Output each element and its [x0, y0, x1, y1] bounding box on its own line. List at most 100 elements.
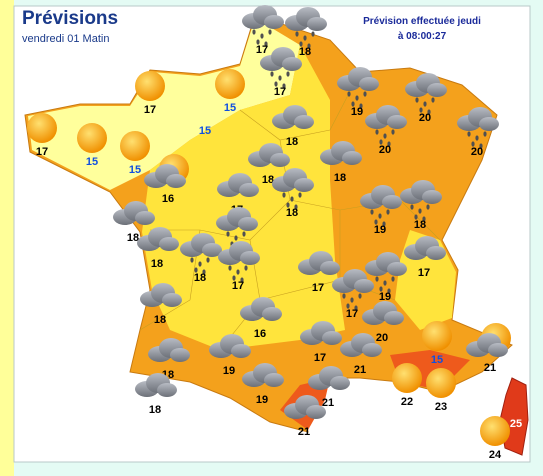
cloud-part [238, 217, 258, 231]
rain-drop [414, 214, 418, 220]
rain-drop [198, 261, 202, 267]
rain-drop [311, 31, 315, 37]
rain-drop [359, 103, 363, 109]
rain-drop [342, 293, 346, 299]
rain-drop [383, 280, 387, 286]
rain-drop [479, 143, 483, 149]
rain-drop [295, 31, 299, 37]
rain-drop [236, 269, 240, 275]
cloud-icon [180, 233, 222, 257]
cloud-part [231, 344, 251, 358]
title: Prévisions [22, 8, 118, 29]
cloud-icon [298, 251, 340, 275]
cloud-part [166, 174, 186, 188]
rain-drop [410, 204, 414, 210]
cloud-part [282, 57, 302, 71]
rain-drop [374, 219, 378, 225]
cloud-icon [272, 105, 314, 129]
temperature: 20 [471, 146, 483, 158]
cloud-part [387, 262, 407, 276]
rain-drop [286, 71, 290, 77]
sun-icon [422, 321, 452, 351]
cloud-icon [405, 73, 447, 97]
temperature: 17 [314, 352, 326, 364]
temperature: 21 [484, 362, 496, 374]
cloud-icon [320, 141, 362, 165]
rain-drop [202, 269, 206, 275]
cloud-part [170, 348, 190, 362]
rain-drop [375, 276, 379, 282]
cloud-part [307, 17, 327, 31]
rain-drop [419, 107, 423, 113]
rain-drop [378, 213, 382, 219]
cloud-part [322, 331, 342, 345]
issued: Prévision effectuée jeudi [363, 16, 481, 27]
temperature: 19 [256, 394, 268, 406]
cloud-part [262, 307, 282, 321]
sun-icon [120, 131, 150, 161]
issued-time: à 08:00:27 [398, 31, 447, 42]
cloud-icon [144, 164, 186, 188]
temperature: 19 [379, 291, 391, 303]
cloud-part [387, 115, 407, 129]
temperature: 20 [376, 332, 388, 344]
temperature: 17 [312, 282, 324, 294]
sun-icon [77, 123, 107, 153]
cloud-icon [218, 241, 260, 265]
cloud-part [306, 405, 326, 419]
cloud-icon [140, 283, 182, 307]
temperature: 19 [223, 365, 235, 377]
rain-drop [294, 204, 298, 210]
rain-drop [391, 129, 395, 135]
cloud-part [422, 190, 442, 204]
cloud-part [382, 195, 402, 209]
sun-icon [480, 416, 510, 446]
rain-drop [270, 71, 274, 77]
temperature: 18 [286, 136, 298, 148]
rain-drop [379, 286, 383, 292]
temperature: 18 [149, 404, 161, 416]
temperature: 17 [418, 267, 430, 279]
rain-drop [351, 101, 355, 107]
rain-drop [379, 139, 383, 145]
cloud-part [320, 261, 340, 275]
rain-drop [431, 97, 435, 103]
rain-drop [375, 129, 379, 135]
side-strip [0, 0, 14, 476]
rain-drop [240, 277, 244, 283]
sun-icon [426, 368, 456, 398]
rain-drop [475, 135, 479, 141]
cloud-part [427, 83, 447, 97]
sun-icon [27, 113, 57, 143]
temperature: 21 [354, 364, 366, 376]
rain-drop [363, 91, 367, 97]
label-box [507, 417, 525, 431]
sun-icon [392, 363, 422, 393]
cloud-icon [135, 373, 177, 397]
rain-drop [422, 216, 426, 222]
rain-drop [242, 231, 246, 237]
cloud-icon [360, 185, 402, 209]
rain-drop [358, 293, 362, 299]
temperature: 15 [199, 125, 211, 137]
rain-drop [387, 288, 391, 294]
temperature: 21 [298, 426, 310, 438]
temperature: 18 [262, 174, 274, 186]
temperature: 15 [129, 164, 141, 176]
cloud-part [384, 311, 404, 325]
cloud-part [362, 343, 382, 357]
cloud-part [264, 15, 284, 29]
temperature: 18 [299, 46, 311, 58]
temperature: 22 [401, 396, 413, 408]
cloud-icon [209, 334, 251, 358]
cloud-part [479, 117, 499, 131]
rain-drop [282, 192, 286, 198]
cloud-part [157, 383, 177, 397]
cloud-icon [217, 173, 259, 197]
cloud-part [294, 115, 314, 129]
cloud-icon [365, 252, 407, 276]
temperature: 18 [154, 314, 166, 326]
rain-drop [256, 39, 260, 45]
rain-drop [354, 305, 358, 311]
temperature: 17 [346, 308, 358, 320]
